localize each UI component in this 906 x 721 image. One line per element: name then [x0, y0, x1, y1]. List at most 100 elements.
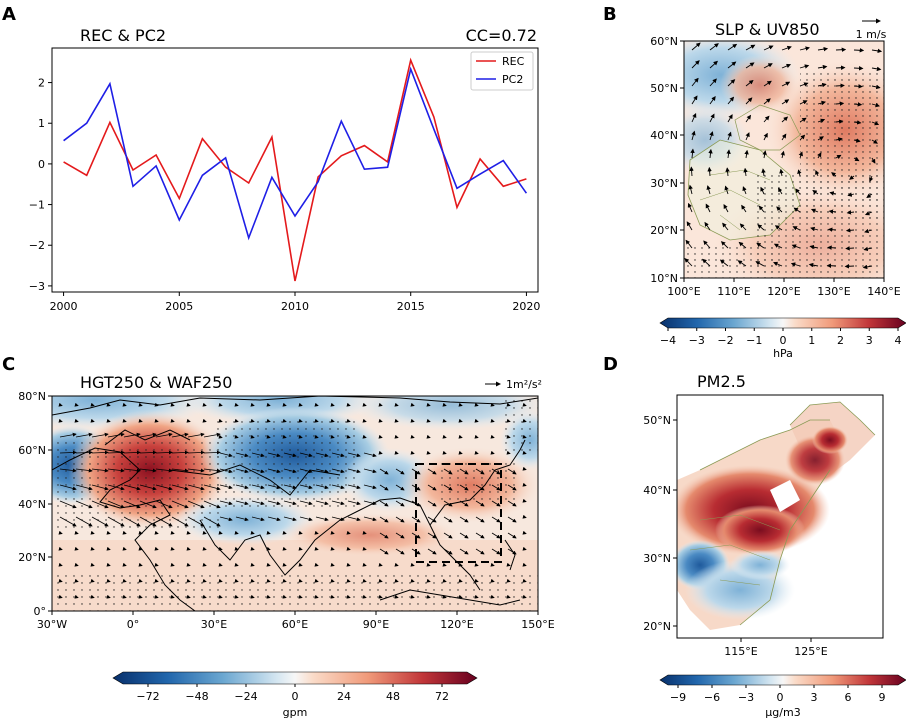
wind-vector [411, 532, 421, 539]
wind-vector [107, 450, 125, 455]
wind-vector [706, 185, 711, 195]
wind-vector [506, 450, 511, 455]
wind-vector [202, 594, 207, 599]
wind-vector [394, 594, 399, 599]
d-y-tick-label: 30°N [643, 552, 671, 565]
wind-vector [171, 468, 189, 473]
wind-vector [251, 452, 265, 458]
colorbar-c [112, 671, 478, 685]
wind-vector [234, 562, 239, 567]
wind-vector [106, 402, 111, 407]
wind-vector [123, 450, 141, 455]
panel-a-axes-frame [51, 47, 539, 293]
wind-vector [186, 530, 191, 535]
wind-vector [251, 468, 265, 474]
wind-vector [427, 484, 437, 491]
wind-vector [314, 530, 319, 535]
wind-vector [362, 578, 367, 583]
wind-vector [522, 466, 527, 471]
wind-vector [793, 207, 801, 213]
wind-vector [314, 546, 319, 551]
wind-vector [347, 516, 361, 522]
wind-vector [330, 434, 335, 439]
y-tick-label: 2 [38, 77, 45, 90]
b-y-tick-label: 20°N [650, 224, 678, 237]
wind-vector [826, 263, 837, 268]
wind-vector [427, 516, 437, 523]
wind-vector [91, 468, 109, 473]
wind-vector [283, 484, 297, 490]
wind-vector [810, 226, 819, 232]
colorbar-tick-label: 0 [780, 334, 787, 347]
wind-vector [723, 204, 729, 213]
wind-vector [809, 244, 819, 250]
d-x-tick-label: 125°E [794, 645, 827, 658]
wind-vector [459, 532, 469, 539]
wind-vector [817, 64, 828, 70]
wind-vector [720, 241, 729, 249]
wind-vector [410, 578, 415, 583]
wind-vector [203, 432, 221, 438]
wind-vector [266, 418, 271, 423]
panel-label-d: D [603, 354, 618, 375]
wind-vector [427, 548, 437, 555]
wind-vector [330, 594, 335, 599]
wind-vector [298, 418, 303, 423]
wind-vector [315, 516, 329, 522]
panel-b-colorbar-label: hPa [773, 347, 793, 360]
panel-d-colorbar-label: μg/m3 [765, 706, 800, 719]
wind-vector [234, 418, 239, 423]
wind-vector [871, 84, 881, 90]
wind-vector [59, 516, 77, 527]
panel-c-map: HGT250 & WAF250 1m²/s² [18, 373, 555, 719]
y-tick-label: −3 [29, 280, 45, 293]
wind-vector [475, 548, 485, 555]
wind-vector [267, 500, 281, 506]
wind-vector [298, 562, 303, 567]
wind-vector [490, 418, 495, 423]
wind-vector [314, 402, 319, 407]
wind-vector [705, 203, 711, 213]
wind-vector [849, 175, 855, 180]
wind-vector [490, 450, 495, 455]
wind-vector [187, 432, 205, 438]
panel-d-field [677, 395, 883, 638]
wind-vector [427, 468, 437, 475]
wind-vector [724, 185, 729, 195]
panel-a-line-chart: REC & PC2 CC=0.72 2 1 0 −1 −2 −3 2000 2005 2010… [29, 26, 541, 313]
wind-vector [122, 418, 127, 423]
wind-vector [235, 484, 249, 490]
wind-vector [709, 60, 718, 69]
wind-vector [442, 418, 447, 423]
wind-vector [298, 594, 303, 599]
wind-vector [490, 562, 495, 567]
wind-vector [827, 245, 837, 250]
wind-vector [186, 578, 191, 583]
wind-vector [871, 66, 882, 72]
wind-vector [864, 228, 873, 234]
wind-vector [75, 484, 93, 491]
wind-vector [282, 418, 287, 423]
wind-vector [506, 434, 511, 439]
wind-vector [90, 530, 95, 535]
panel-b-x-ticks: 100°E 110°E 120°E 130°E 140°E [667, 278, 901, 298]
wind-vector [298, 402, 303, 407]
d-y-tick-label: 50°N [643, 414, 671, 427]
wind-vector [91, 516, 109, 527]
wind-vector [491, 468, 501, 475]
wind-vector [186, 562, 191, 567]
wind-vector [170, 402, 175, 407]
wind-vector [107, 468, 125, 473]
colorbar-tick-label: 3 [811, 691, 818, 704]
wind-vector [170, 530, 175, 535]
wind-vector [362, 402, 367, 407]
wind-vector [799, 117, 807, 123]
wind-vector [763, 132, 768, 141]
c-x-tick-label: 0° [127, 618, 140, 631]
wind-vector [74, 546, 79, 551]
wind-vector [474, 434, 479, 439]
wind-vector [298, 434, 303, 439]
wind-vector [203, 500, 221, 509]
wind-vector [394, 418, 399, 423]
